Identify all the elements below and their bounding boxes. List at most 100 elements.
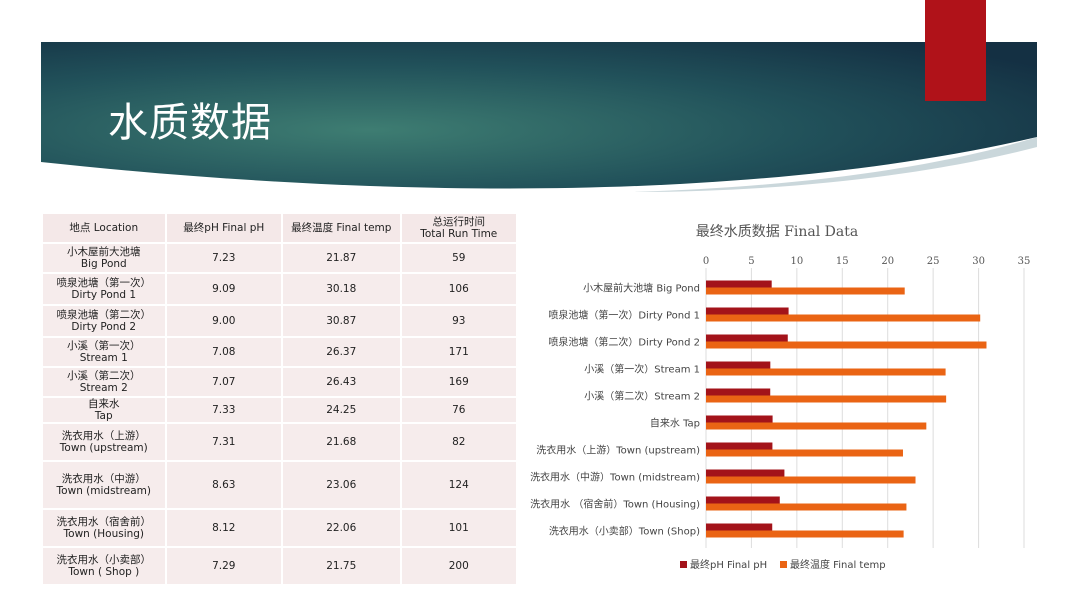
cell-final-ph: 9.09: [164, 272, 284, 306]
cell-total-run-time: 200: [399, 546, 518, 586]
cell-final-ph: 7.07: [164, 366, 284, 398]
cell-total-run-time: 59: [399, 242, 518, 274]
cell-final-ph: 9.00: [164, 304, 284, 338]
bar-temp: [706, 314, 981, 322]
bar-temp: [706, 341, 987, 349]
header-location: 地点 Location: [41, 212, 167, 244]
table-row: 小溪（第二次） Stream 2 7.07 26.43 169: [41, 366, 518, 398]
cell-final-ph: 8.12: [164, 508, 284, 548]
x-tick-label: 5: [748, 256, 754, 267]
legend-label: 最终温度 Final temp: [790, 558, 886, 571]
cell-total-run-time: 171: [399, 336, 518, 368]
cell-location: 喷泉池塘（第一次） Dirty Pond 1: [41, 272, 167, 306]
cell-final-temp: 21.68: [281, 422, 402, 462]
bar-ph: [706, 361, 771, 369]
cell-final-temp: 30.87: [281, 304, 402, 338]
table-row: 洗衣用水（宿舍前） Town (Housing) 8.12 22.06 101: [41, 508, 518, 548]
bar-temp: [706, 368, 946, 376]
category-label: 小溪（第二次）Stream 2: [584, 390, 700, 403]
legend-label: 最终pH Final pH: [690, 558, 767, 571]
cell-final-ph: 8.63: [164, 460, 284, 510]
x-tick-label: 25: [927, 256, 940, 267]
x-tick-label: 30: [972, 256, 985, 267]
bar-ph: [706, 415, 773, 423]
cell-total-run-time: 82: [399, 422, 518, 462]
legend-swatch: [780, 561, 787, 568]
cell-location: 喷泉池塘（第二次） Dirty Pond 2: [41, 304, 167, 338]
x-tick-label: 35: [1018, 256, 1031, 267]
cell-location: 小溪（第一次） Stream 1: [41, 336, 167, 368]
category-label: 洗衣用水（小卖部）Town (Shop): [549, 525, 700, 538]
cell-location: 洗衣用水（小卖部） Town ( Shop ): [41, 546, 167, 586]
cell-final-temp: 30.18: [281, 272, 402, 306]
cell-location: 小木屋前大池塘 Big Pond: [41, 242, 167, 274]
category-label: 小木屋前大池塘 Big Pond: [583, 282, 700, 295]
header-total-run-time: 总运行时间 Total Run Time: [399, 212, 518, 244]
cell-final-temp: 21.75: [281, 546, 402, 586]
chart-title: 最终水质数据 Final Data: [696, 224, 858, 240]
cell-final-ph: 7.23: [164, 242, 284, 274]
table-row: 洗衣用水（中游） Town (midstream) 8.63 23.06 124: [41, 460, 518, 510]
table-row: 喷泉池塘（第一次） Dirty Pond 1 9.09 30.18 106: [41, 272, 518, 306]
cell-final-temp: 26.43: [281, 366, 402, 398]
category-label: 洗衣用水（上游）Town (upstream): [536, 444, 700, 457]
category-label: 洗衣用水（中游）Town (midstream): [530, 471, 700, 484]
bar-ph: [706, 469, 785, 477]
cell-final-ph: 7.29: [164, 546, 284, 586]
cell-final-temp: 24.25: [281, 396, 402, 424]
category-label: 喷泉池塘（第一次）Dirty Pond 1: [548, 309, 700, 322]
final-data-chart: 最终水质数据 Final Data 0 5 10 15 20 25 30 35 小木屋前大池塘 B…: [522, 212, 1062, 592]
bar-ph: [706, 280, 772, 288]
cell-location: 洗衣用水（中游） Town (midstream): [41, 460, 167, 510]
legend-swatch: [680, 561, 687, 568]
cell-total-run-time: 169: [399, 366, 518, 398]
bar-temp: [706, 422, 927, 430]
cell-final-temp: 23.06: [281, 460, 402, 510]
cell-total-run-time: 76: [399, 396, 518, 424]
x-tick-label: 20: [881, 256, 894, 267]
header-final-temp: 最终温度 Final temp: [281, 212, 402, 244]
bar-ph: [706, 388, 771, 396]
table-row: 自来水 Tap 7.33 24.25 76: [41, 396, 518, 424]
cell-final-ph: 7.31: [164, 422, 284, 462]
table-row: 洗衣用水（小卖部） Town ( Shop ) 7.29 21.75 200: [41, 546, 518, 586]
cell-total-run-time: 101: [399, 508, 518, 548]
cell-final-temp: 21.87: [281, 242, 402, 274]
bar-temp: [706, 530, 904, 538]
table-row: 小木屋前大池塘 Big Pond 7.23 21.87 59: [41, 242, 518, 274]
cell-final-ph: 7.08: [164, 336, 284, 368]
cell-total-run-time: 106: [399, 272, 518, 306]
bar-temp: [706, 476, 916, 484]
water-quality-table: 地点 Location 最终pH Final pH 最终温度 Final tem…: [41, 212, 518, 586]
red-accent-tab: [925, 0, 986, 101]
cell-location: 小溪（第二次） Stream 2: [41, 366, 167, 398]
header-final-ph: 最终pH Final pH: [164, 212, 284, 244]
bar-temp: [706, 287, 905, 295]
bar-ph: [706, 496, 780, 504]
category-label: 小溪（第一次）Stream 1: [584, 363, 700, 376]
bar-temp: [706, 503, 907, 511]
category-label: 喷泉池塘（第二次）Dirty Pond 2: [548, 336, 700, 349]
cell-total-run-time: 124: [399, 460, 518, 510]
x-tick-label: 10: [790, 256, 803, 267]
cell-final-temp: 22.06: [281, 508, 402, 548]
category-label: 自来水 Tap: [650, 417, 700, 430]
bar-ph: [706, 442, 773, 450]
table-header-row: 地点 Location 最终pH Final pH 最终温度 Final tem…: [41, 212, 518, 244]
cell-location: 洗衣用水（宿舍前） Town (Housing): [41, 508, 167, 548]
title-banner: [41, 42, 1037, 202]
bar-ph: [706, 334, 788, 342]
bar-temp: [706, 395, 947, 403]
bar-ph: [706, 523, 773, 531]
category-label: 洗衣用水 （宿舍前）Town (Housing): [530, 498, 700, 511]
x-tick-label: 0: [703, 256, 709, 267]
x-tick-label: 15: [836, 256, 849, 267]
cell-final-ph: 7.33: [164, 396, 284, 424]
table-row: 喷泉池塘（第二次） Dirty Pond 2 9.00 30.87 93: [41, 304, 518, 338]
table-row: 洗衣用水（上游） Town (upstream) 7.31 21.68 82: [41, 422, 518, 462]
bar-ph: [706, 307, 789, 315]
table-row: 小溪（第一次） Stream 1 7.08 26.37 171: [41, 336, 518, 368]
bar-temp: [706, 449, 903, 457]
cell-final-temp: 26.37: [281, 336, 402, 368]
cell-total-run-time: 93: [399, 304, 518, 338]
